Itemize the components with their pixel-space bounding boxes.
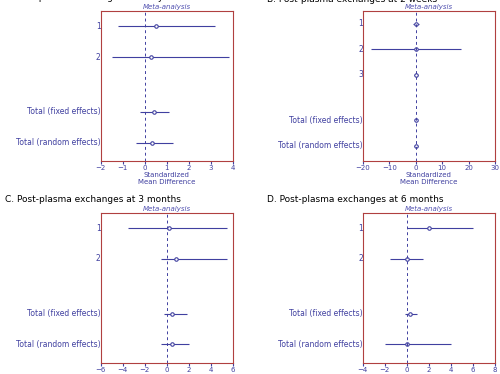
Text: Total (fixed effects): Total (fixed effects): [289, 309, 363, 318]
Text: A. Post-plasma exchanges at 1 day: A. Post-plasma exchanges at 1 day: [5, 0, 163, 2]
Text: Total (fixed effects): Total (fixed effects): [27, 309, 101, 318]
Text: B. Post-plasma exchanges at 2 weeks: B. Post-plasma exchanges at 2 weeks: [267, 0, 437, 4]
Text: Meta-analysis: Meta-analysis: [143, 206, 191, 212]
Text: Meta-analysis: Meta-analysis: [143, 4, 191, 10]
Text: 2: 2: [358, 254, 363, 263]
Text: Total (random effects): Total (random effects): [16, 138, 100, 147]
Text: 1: 1: [96, 22, 100, 31]
Text: Total (fixed effects): Total (fixed effects): [289, 116, 363, 125]
X-axis label: Standardized
Mean Difference: Standardized Mean Difference: [400, 172, 458, 186]
Text: 1: 1: [96, 224, 100, 233]
Text: Total (random effects): Total (random effects): [278, 141, 363, 150]
Text: Meta-analysis: Meta-analysis: [405, 206, 453, 212]
Text: Total (fixed effects): Total (fixed effects): [27, 107, 101, 116]
Text: Total (random effects): Total (random effects): [16, 340, 100, 349]
Text: 2: 2: [96, 52, 100, 61]
Text: 2: 2: [358, 45, 363, 54]
Text: 3: 3: [358, 70, 363, 79]
Text: D. Post-plasma exchanges at 6 months: D. Post-plasma exchanges at 6 months: [267, 195, 444, 204]
Text: Meta-analysis: Meta-analysis: [405, 4, 453, 10]
Text: 1: 1: [358, 19, 363, 28]
Text: 2: 2: [96, 254, 100, 263]
Text: 1: 1: [358, 224, 363, 233]
Text: Total (random effects): Total (random effects): [278, 340, 363, 349]
X-axis label: Standardized
Mean Difference: Standardized Mean Difference: [138, 172, 196, 186]
Text: C. Post-plasma exchanges at 3 months: C. Post-plasma exchanges at 3 months: [5, 195, 181, 204]
